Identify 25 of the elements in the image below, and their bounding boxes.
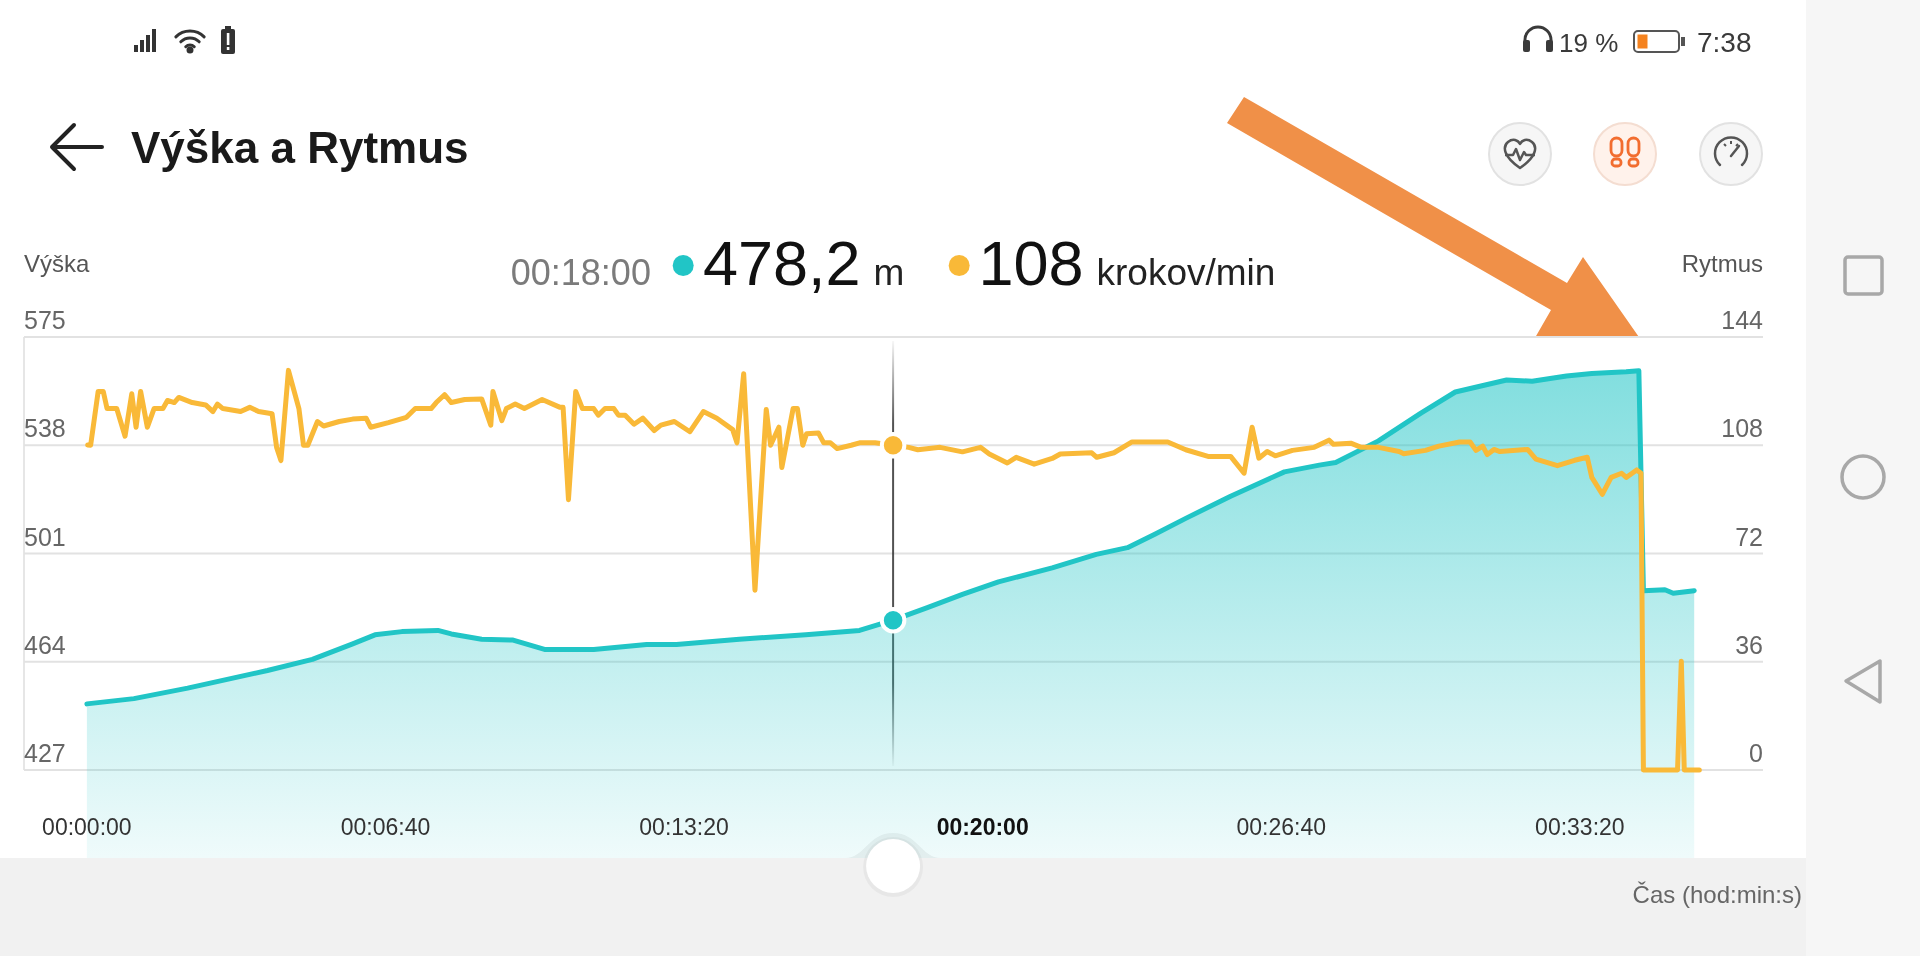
text: 108 krokov/min [978,227,1276,299]
y2-tick-label: 36 [1735,630,1763,659]
x-tick-label: 00:00:00 [42,814,132,840]
text: 19 % [1559,28,1619,58]
text: 00:18:00 [510,252,651,294]
y-axis-title: Výška [24,250,91,277]
y2-tick-label: 72 [1735,522,1763,551]
chart-title: Výška a Rytmus [131,123,469,172]
y-tick-label: 427 [24,739,66,767]
x-tick-label: 00:06:40 [340,814,431,840]
y-tick-label: 575 [24,306,66,334]
text: 478,2 m [702,227,905,299]
y2-tick-label: 0 [1749,739,1763,767]
x-axis-title: Čas (hod:min:s) [1632,881,1802,908]
y2-axis-title: Rytmus [1681,250,1763,277]
text: 7:38 [1697,27,1752,58]
y2-tick-label: 108 [1721,414,1763,443]
y-tick-label: 538 [24,414,66,443]
x-tick-label: 00:20:00 [936,814,1029,840]
y2-tick-label: 144 [1721,306,1764,334]
x-tick-label: 00:26:40 [1236,814,1327,840]
x-tick-label: 00:13:20 [639,814,729,840]
y-tick-label: 464 [24,630,66,659]
x-tick-label: 00:33:20 [1535,814,1625,840]
y-tick-label: 501 [24,522,66,551]
